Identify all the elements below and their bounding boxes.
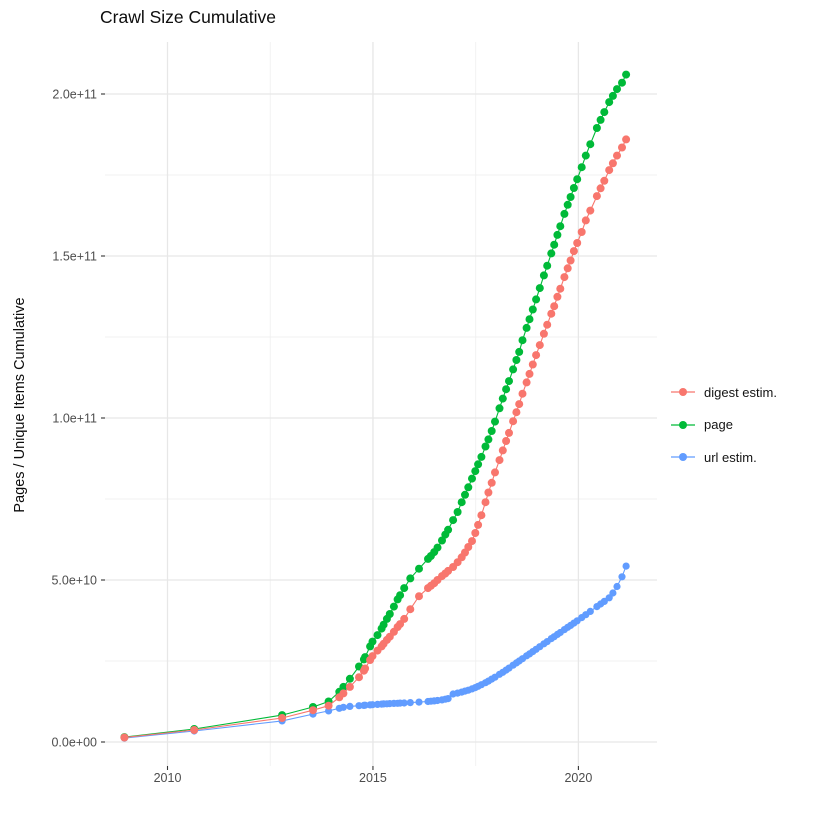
x-tick-label: 2015 xyxy=(359,771,387,785)
y-tick-labels: 0.0e+00 5.0e+10 1.0e+11 1.5e+11 2.0e+11 xyxy=(51,87,97,749)
x-tick-labels: 2010 2015 2020 xyxy=(154,771,593,785)
y-tick-label: 5.0e+10 xyxy=(51,573,97,587)
axis-ticks xyxy=(101,93,579,770)
legend: digest estim. page url estim. xyxy=(670,376,777,474)
legend-item-digest-estim: digest estim. xyxy=(670,376,777,409)
gridlines-major xyxy=(105,42,657,766)
legend-key-icon xyxy=(671,388,695,397)
y-tick-label: 0.0e+00 xyxy=(51,735,97,749)
gridlines-minor xyxy=(105,42,657,766)
legend-key-icon xyxy=(671,453,695,462)
y-tick-label: 1.0e+11 xyxy=(52,411,97,425)
x-tick-label: 2010 xyxy=(154,771,182,785)
series-digest-estim xyxy=(120,135,631,742)
legend-item-url-estim: url estim. xyxy=(670,441,777,474)
legend-item-label: url estim. xyxy=(704,449,757,465)
x-tick-label: 2020 xyxy=(564,771,592,785)
y-tick-label: 2.0e+11 xyxy=(52,87,97,101)
legend-item-label: page xyxy=(704,417,733,433)
y-tick-label: 1.5e+11 xyxy=(52,249,97,263)
page-title: Crawl Size Cumulative xyxy=(100,7,277,27)
legend-item-label: digest estim. xyxy=(704,384,777,400)
legend-item-page: page xyxy=(670,409,777,442)
legend-key-icon xyxy=(671,420,695,429)
series-page xyxy=(120,70,631,742)
